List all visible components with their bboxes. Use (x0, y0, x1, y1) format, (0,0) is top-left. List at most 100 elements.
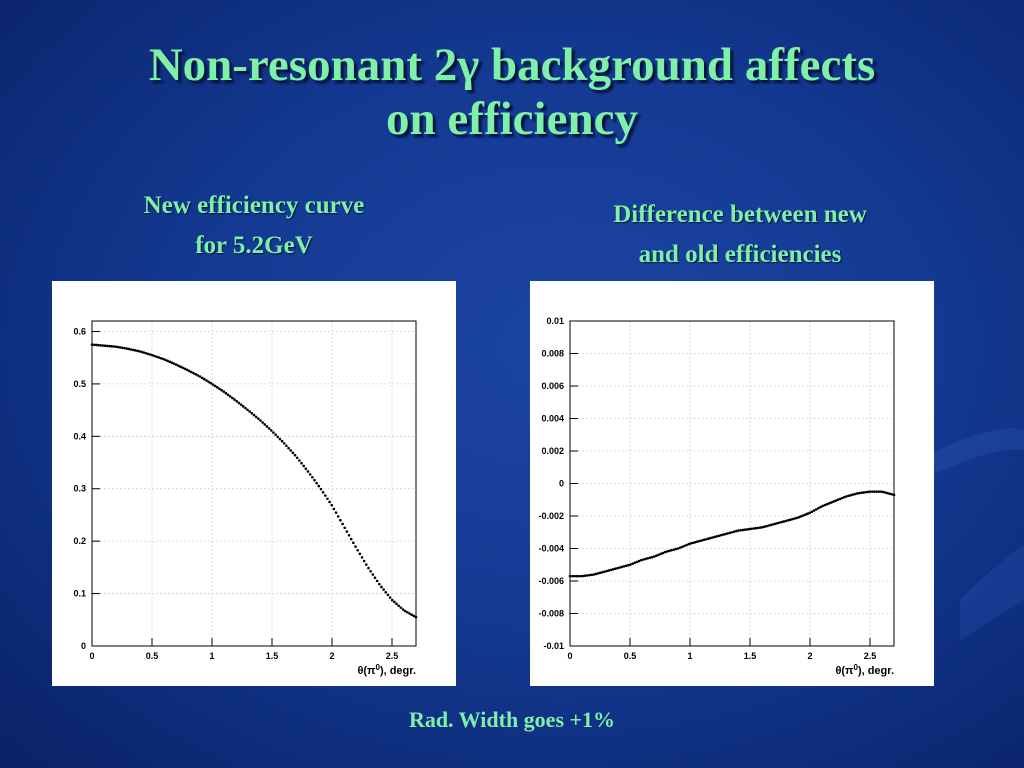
data-point (860, 491, 863, 495)
data-point (715, 535, 719, 538)
data-point (269, 429, 273, 432)
data-point (399, 606, 403, 609)
data-point (646, 557, 650, 560)
data-point (319, 487, 323, 491)
data-point (784, 519, 788, 523)
data-point (760, 526, 764, 529)
data-point (786, 518, 790, 522)
data-point (858, 491, 861, 495)
data-point (832, 500, 835, 503)
data-point (289, 449, 293, 452)
data-point (347, 533, 351, 537)
data-point (789, 518, 792, 521)
data-point (306, 470, 310, 473)
data-point (317, 484, 321, 488)
x-tick-label: 1 (209, 651, 214, 661)
data-point (118, 346, 122, 349)
data-point (215, 386, 219, 389)
data-point (261, 421, 264, 424)
data-point (395, 602, 398, 606)
data-point (207, 380, 210, 384)
data-point (795, 516, 799, 520)
data-point (672, 548, 675, 551)
data-point (840, 496, 844, 500)
data-point (105, 344, 109, 348)
data-point (624, 564, 628, 568)
data-point (756, 526, 760, 530)
data-point (780, 520, 783, 524)
data-point (706, 537, 710, 540)
data-point (648, 556, 652, 560)
data-point (280, 439, 284, 443)
data-point (726, 532, 729, 535)
data-point (676, 547, 680, 550)
data-point (793, 517, 796, 520)
data-point (881, 490, 885, 494)
data-point (213, 384, 217, 388)
x-tick-label: 1 (687, 651, 692, 661)
data-point (847, 494, 850, 498)
data-point (354, 545, 357, 548)
data-point (343, 526, 347, 530)
data-point (765, 524, 768, 528)
data-point (629, 563, 632, 566)
data-point (735, 529, 738, 533)
data-series (90, 343, 418, 619)
data-point (622, 565, 626, 568)
y-tick-label: -0.01 (543, 641, 564, 651)
data-point (153, 354, 156, 358)
slide-title: Non-resonant 2γ background affects on ef… (0, 38, 1024, 146)
data-point (218, 387, 221, 391)
data-point (235, 399, 239, 403)
data-point (252, 413, 256, 417)
data-point (579, 574, 583, 578)
y-tick-label: 0.6 (73, 326, 86, 336)
data-point (855, 492, 859, 495)
data-point (97, 343, 100, 347)
data-point (752, 527, 755, 530)
data-point (585, 574, 589, 577)
data-point (611, 568, 615, 571)
right-caption-line-2: and old efficiencies (638, 241, 842, 268)
data-point (356, 548, 359, 552)
data-point (609, 568, 613, 572)
data-point (151, 353, 154, 357)
data-point (101, 344, 105, 347)
y-tick-label: 0.008 (541, 349, 564, 359)
data-point (884, 491, 887, 494)
data-point (367, 566, 370, 570)
data-point (678, 546, 682, 549)
data-point (823, 503, 827, 507)
data-point (592, 573, 596, 576)
data-point (700, 539, 704, 542)
data-point (620, 565, 624, 569)
data-point (871, 490, 874, 493)
data-point (231, 396, 234, 400)
data-point (568, 574, 572, 578)
data-point (827, 502, 831, 505)
data-point (808, 511, 812, 515)
data-point (577, 574, 580, 578)
left-chart-caption: New efficiency curve for 5.2GeV (52, 186, 456, 266)
data-point (691, 541, 695, 545)
data-point (804, 513, 807, 516)
data-point (843, 495, 846, 499)
data-point (414, 615, 418, 619)
data-point (745, 528, 749, 531)
data-point (771, 523, 775, 526)
y-tick-label: 0.4 (73, 431, 86, 441)
data-point (581, 574, 585, 578)
data-point (282, 442, 286, 445)
data-point (886, 491, 889, 495)
y-tick-label: 0.2 (73, 536, 86, 546)
data-point (190, 370, 193, 374)
slide-title-line-1: Non-resonant 2γ background affects (148, 39, 876, 91)
data-point (635, 560, 639, 564)
data-point (663, 550, 667, 554)
data-point (799, 515, 803, 518)
data-point (750, 527, 753, 531)
data-point (360, 556, 364, 559)
data-point (239, 403, 243, 406)
data-point (607, 569, 611, 572)
efficiency-chart-frame: 0 0.5 1 1.5 2 2.5 0 0.1 0.2 0.3 0.4 0.5 0.6 θ(π0), de… (52, 281, 456, 686)
